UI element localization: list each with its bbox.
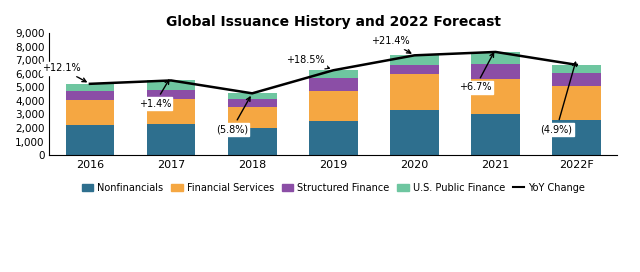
Bar — [147, 100, 195, 124]
Bar — [228, 107, 276, 128]
Text: +6.7%: +6.7% — [459, 53, 493, 92]
Bar — [65, 125, 115, 155]
Bar — [228, 128, 276, 155]
Bar — [390, 65, 439, 74]
Bar — [552, 120, 601, 155]
Bar — [309, 70, 358, 78]
Bar — [552, 65, 601, 73]
Bar — [147, 81, 195, 90]
Bar — [390, 110, 439, 155]
Text: +18.5%: +18.5% — [285, 55, 330, 69]
Bar — [471, 64, 520, 79]
Bar — [390, 55, 439, 65]
Bar — [228, 99, 276, 107]
Bar — [65, 100, 115, 125]
Legend: Nonfinancials, Financial Services, Structured Finance, U.S. Public Finance, YoY : Nonfinancials, Financial Services, Struc… — [77, 179, 589, 197]
Title: Global Issuance History and 2022 Forecast: Global Issuance History and 2022 Forecas… — [166, 15, 501, 29]
Bar — [65, 91, 115, 100]
Bar — [65, 84, 115, 91]
Bar — [552, 73, 601, 86]
Bar — [309, 91, 358, 121]
Bar — [309, 78, 358, 91]
Bar — [309, 121, 358, 155]
Bar — [228, 93, 276, 99]
Text: (4.9%): (4.9%) — [540, 62, 577, 134]
Bar — [147, 90, 195, 100]
Bar — [471, 52, 520, 64]
Bar — [552, 86, 601, 120]
Text: +1.4%: +1.4% — [139, 80, 171, 109]
Bar — [390, 74, 439, 110]
Text: (5.8%): (5.8%) — [216, 97, 250, 134]
Bar — [147, 124, 195, 155]
Bar — [471, 79, 520, 114]
Text: +12.1%: +12.1% — [42, 63, 86, 82]
Bar — [471, 114, 520, 155]
Text: +21.4%: +21.4% — [371, 36, 411, 53]
